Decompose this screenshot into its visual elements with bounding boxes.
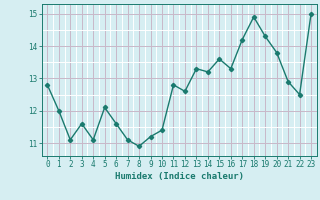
X-axis label: Humidex (Indice chaleur): Humidex (Indice chaleur): [115, 172, 244, 181]
